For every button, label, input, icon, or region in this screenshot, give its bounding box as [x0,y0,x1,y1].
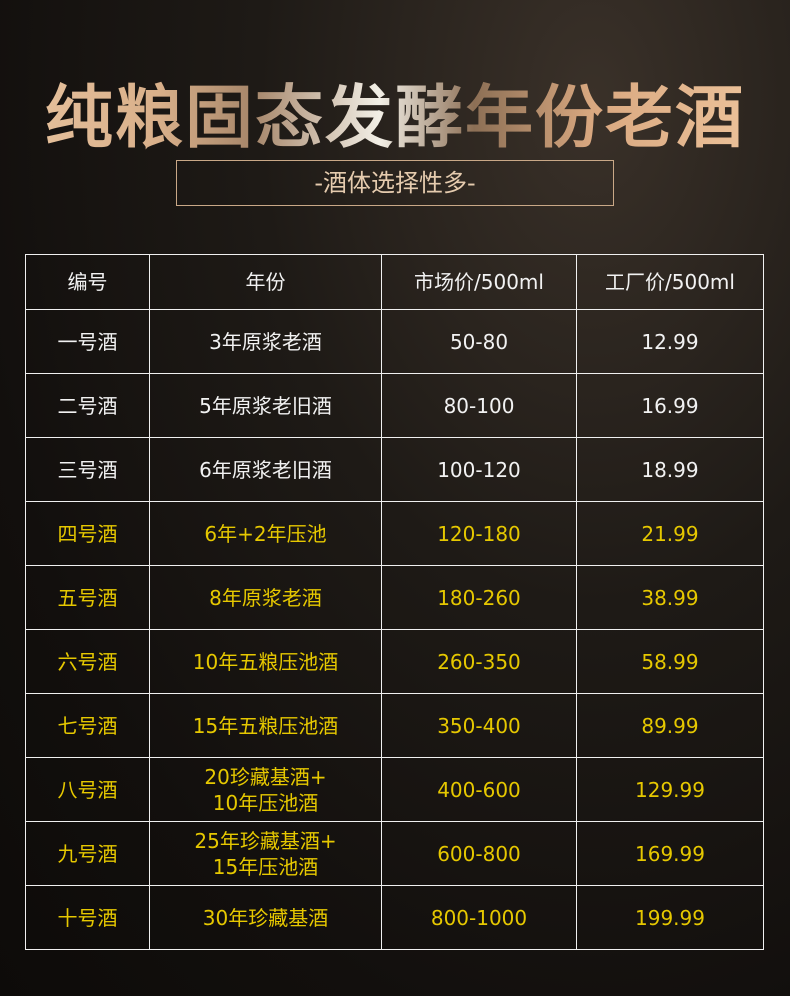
cell-factory-price: 58.99 [576,629,764,694]
cell-market-price: 260-350 [381,629,577,694]
cell-age: 6年原浆老旧酒 [149,437,382,502]
cell-age: 25年珍藏基酒+ 15年压池酒 [149,821,382,886]
header-factory-price: 工厂价/500ml [576,254,764,310]
table-row: 三号酒 6年原浆老旧酒 100-120 18.99 [25,437,764,502]
price-table: 编号 年份 市场价/500ml 工厂价/500ml 一号酒 3年原浆老酒 50-80… [25,254,764,950]
cell-market-price: 800-1000 [381,885,577,950]
table-row: 八号酒 20珍藏基酒+ 10年压池酒 400-600 129.99 [25,757,764,822]
table-row: 七号酒 15年五粮压池酒 350-400 89.99 [25,693,764,758]
cell-age: 3年原浆老酒 [149,309,382,374]
subtitle: -酒体选择性多- [314,169,476,197]
table-row: 五号酒 8年原浆老酒 180-260 38.99 [25,565,764,630]
cell-factory-price: 129.99 [576,757,764,822]
cell-market-price: 600-800 [381,821,577,886]
cell-id: 一号酒 [25,309,150,374]
cell-factory-price: 169.99 [576,821,764,886]
cell-id: 五号酒 [25,565,150,630]
table-row: 十号酒 30年珍藏基酒 800-1000 199.99 [25,885,764,950]
cell-id: 四号酒 [25,501,150,566]
cell-market-price: 180-260 [381,565,577,630]
subtitle-box: -酒体选择性多- [176,160,614,206]
header-age: 年份 [149,254,382,310]
cell-factory-price: 89.99 [576,693,764,758]
page-title: 纯粮固态发酵年份老酒 [0,62,790,161]
table-row: 六号酒 10年五粮压池酒 260-350 58.99 [25,629,764,694]
header-market-price: 市场价/500ml [381,254,577,310]
cell-market-price: 400-600 [381,757,577,822]
cell-market-price: 350-400 [381,693,577,758]
cell-market-price: 80-100 [381,373,577,438]
cell-factory-price: 18.99 [576,437,764,502]
cell-factory-price: 16.99 [576,373,764,438]
cell-id: 八号酒 [25,757,150,822]
cell-factory-price: 12.99 [576,309,764,374]
table-row: 二号酒 5年原浆老旧酒 80-100 16.99 [25,373,764,438]
table-row: 九号酒 25年珍藏基酒+ 15年压池酒 600-800 169.99 [25,821,764,886]
cell-age: 10年五粮压池酒 [149,629,382,694]
table-row: 一号酒 3年原浆老酒 50-80 12.99 [25,309,764,374]
header-id: 编号 [25,254,150,310]
cell-id: 二号酒 [25,373,150,438]
table-row: 四号酒 6年+2年压池 120-180 21.99 [25,501,764,566]
table-header-row: 编号 年份 市场价/500ml 工厂价/500ml [25,254,764,310]
cell-factory-price: 199.99 [576,885,764,950]
cell-id: 六号酒 [25,629,150,694]
cell-id: 九号酒 [25,821,150,886]
cell-age: 30年珍藏基酒 [149,885,382,950]
cell-factory-price: 21.99 [576,501,764,566]
cell-age: 20珍藏基酒+ 10年压池酒 [149,757,382,822]
cell-age: 15年五粮压池酒 [149,693,382,758]
cell-id: 三号酒 [25,437,150,502]
cell-id: 十号酒 [25,885,150,950]
cell-market-price: 50-80 [381,309,577,374]
cell-age: 6年+2年压池 [149,501,382,566]
cell-market-price: 120-180 [381,501,577,566]
cell-age: 8年原浆老酒 [149,565,382,630]
cell-id: 七号酒 [25,693,150,758]
cell-market-price: 100-120 [381,437,577,502]
cell-age: 5年原浆老旧酒 [149,373,382,438]
cell-factory-price: 38.99 [576,565,764,630]
